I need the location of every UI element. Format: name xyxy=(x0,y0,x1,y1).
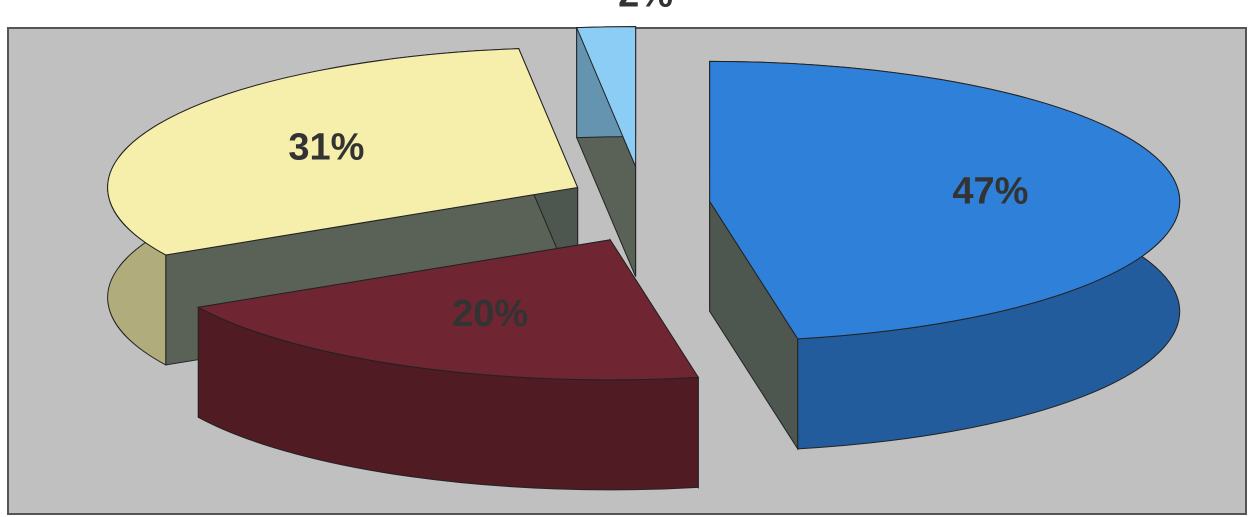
slice-top xyxy=(709,60,1181,340)
pie-slice xyxy=(575,26,637,277)
pie-slice xyxy=(709,60,1181,451)
data-label: 2% xyxy=(618,0,673,16)
slice-top xyxy=(196,239,700,381)
data-label: 20% xyxy=(452,293,528,335)
pie-slice xyxy=(196,238,700,491)
data-label: 31% xyxy=(288,126,364,168)
slice-top xyxy=(575,26,637,167)
data-label: 47% xyxy=(952,171,1028,213)
slice-top xyxy=(107,48,579,256)
